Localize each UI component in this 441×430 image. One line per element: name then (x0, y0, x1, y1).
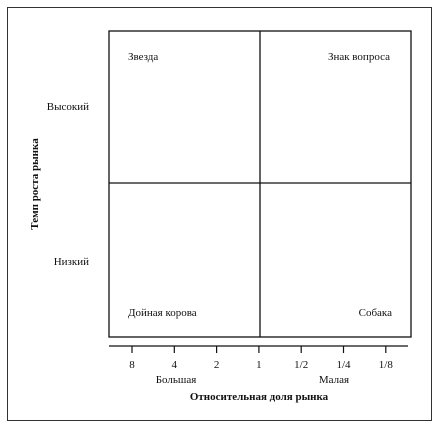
x-tick-label: 4 (172, 359, 178, 371)
y-level-low: Низкий (54, 256, 89, 268)
x-tick-label: 8 (129, 359, 135, 371)
x-tick-label: 2 (214, 359, 220, 371)
x-label-large: Большая (156, 374, 197, 386)
x-tick-label: 1/4 (336, 359, 351, 371)
quadrant-label-star: Звезда (128, 51, 158, 63)
x-axis-ticks: 8 4 2 1 1/2 1/4 1/8 (129, 346, 393, 371)
quadrant-label-question-mark: Знак вопроса (328, 51, 390, 63)
x-label-small: Малая (319, 374, 349, 386)
x-axis-title: Относительная доля рынка (190, 391, 329, 403)
x-tick-label: 1 (256, 359, 262, 371)
x-tick-label: 1/8 (379, 359, 394, 371)
y-level-high: Высокий (47, 101, 89, 113)
quadrant-label-dog: Собака (359, 307, 392, 319)
quadrant-label-cash-cow: Дойная корова (128, 307, 197, 319)
x-tick-label: 1/2 (294, 359, 308, 371)
figure-frame (7, 7, 432, 421)
y-axis-title: Темп роста рынка (29, 138, 41, 230)
